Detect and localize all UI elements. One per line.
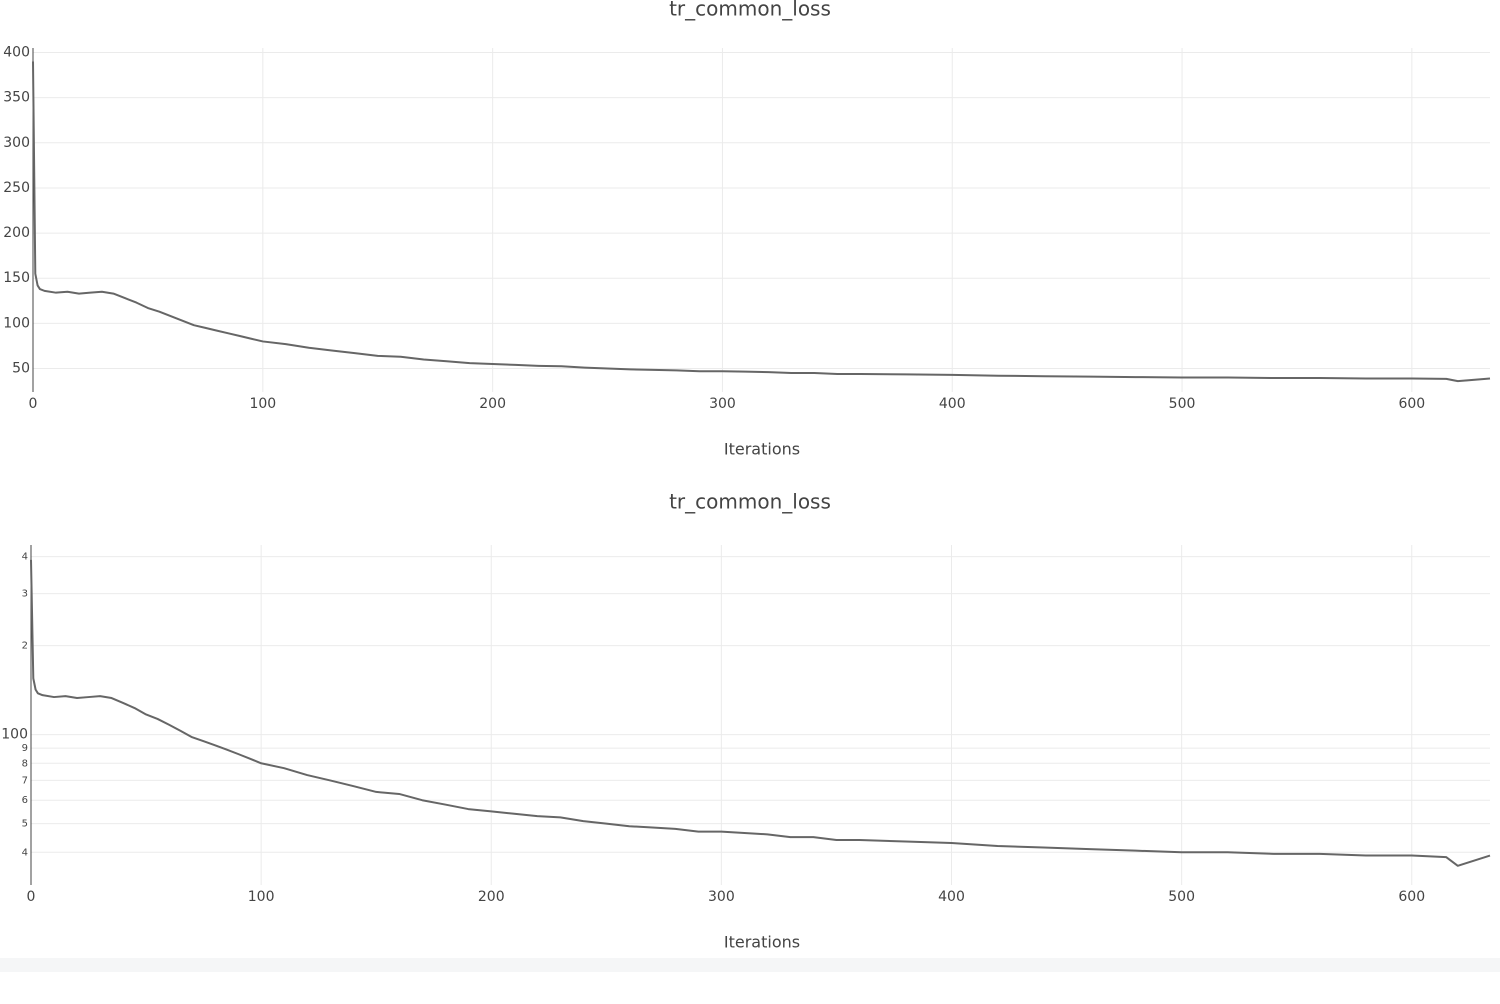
y-tick-label: 50 bbox=[12, 361, 30, 377]
x-tick-label: 0 bbox=[29, 396, 38, 412]
y-tick-label: 4 bbox=[22, 847, 28, 858]
x-tick-label: 400 bbox=[939, 396, 966, 412]
y-tick-label: 2 bbox=[22, 641, 28, 652]
x-tick-label: 500 bbox=[1169, 396, 1196, 412]
x-tick-label: 300 bbox=[708, 889, 735, 905]
x-tick-label: 300 bbox=[709, 396, 736, 412]
y-tick-label: 8 bbox=[22, 758, 28, 769]
y-tick-label: 100 bbox=[3, 315, 30, 331]
y-tick-label: 300 bbox=[3, 135, 30, 151]
x-tick-label: 600 bbox=[1398, 396, 1425, 412]
x-axis-label: Iterations bbox=[724, 933, 800, 952]
y-tick-label: 350 bbox=[3, 90, 30, 106]
y-tick-label: 4 bbox=[22, 552, 28, 563]
loss-line bbox=[32, 61, 1491, 383]
y-tick-label: 3 bbox=[22, 589, 28, 600]
y-tick-label: 7 bbox=[22, 775, 28, 786]
x-tick-label: 500 bbox=[1168, 889, 1195, 905]
y-tick-label: 6 bbox=[22, 795, 28, 806]
x-tick-label: 100 bbox=[248, 889, 275, 905]
y-tick-label: 200 bbox=[3, 225, 30, 241]
chart-title: tr_common_loss bbox=[669, 490, 831, 514]
y-tick-label: 100 bbox=[1, 727, 28, 743]
loss-line bbox=[30, 559, 1491, 867]
chart-title: tr_common_loss bbox=[669, 0, 831, 21]
footer-band bbox=[0, 958, 1500, 972]
y-tick-label: 9 bbox=[22, 743, 28, 754]
y-tick-label: 400 bbox=[3, 45, 30, 61]
y-tick-label: 5 bbox=[22, 819, 28, 830]
x-tick-label: 600 bbox=[1398, 889, 1425, 905]
y-tick-label: 250 bbox=[3, 180, 30, 196]
y-tick-label: 150 bbox=[3, 270, 30, 286]
x-tick-label: 200 bbox=[479, 396, 506, 412]
x-tick-label: 100 bbox=[249, 396, 276, 412]
x-tick-label: 200 bbox=[478, 889, 505, 905]
x-tick-label: 400 bbox=[938, 889, 965, 905]
x-tick-label: 0 bbox=[27, 889, 36, 905]
x-axis-label: Iterations bbox=[724, 440, 800, 459]
